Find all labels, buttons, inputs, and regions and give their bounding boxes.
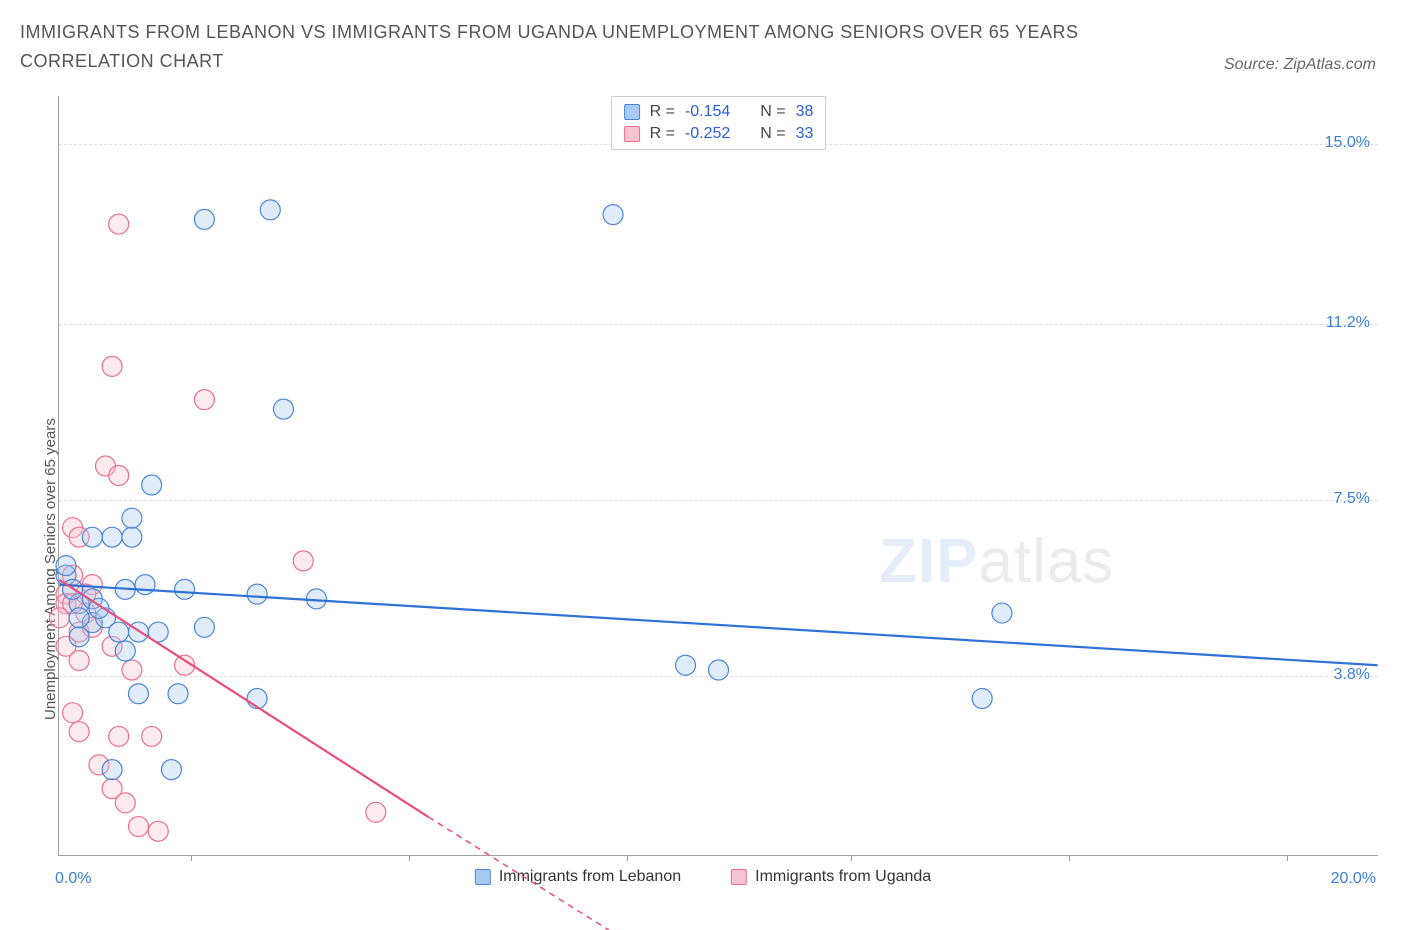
x-axis-min-label: 0.0% bbox=[55, 870, 91, 888]
n-label: N = bbox=[760, 103, 785, 121]
scatter-point bbox=[161, 760, 181, 780]
scatter-point bbox=[115, 793, 135, 813]
scatter-point bbox=[122, 527, 142, 547]
scatter-point bbox=[194, 209, 214, 229]
x-tick bbox=[409, 855, 410, 861]
scatter-point bbox=[273, 399, 293, 419]
stats-row-lebanon: R = -0.154 N = 38 bbox=[624, 101, 814, 123]
legend-label-uganda: Immigrants from Uganda bbox=[755, 868, 931, 886]
scatter-point bbox=[109, 214, 129, 234]
scatter-point bbox=[293, 551, 313, 571]
scatter-point bbox=[128, 817, 148, 837]
scatter-point bbox=[135, 575, 155, 595]
r-value-lebanon: -0.154 bbox=[685, 103, 730, 121]
n-label: N = bbox=[760, 125, 785, 143]
bottom-legend: Immigrants from Lebanon Immigrants from … bbox=[475, 868, 931, 886]
x-tick bbox=[1069, 855, 1070, 861]
legend-item-uganda: Immigrants from Uganda bbox=[731, 868, 931, 886]
x-tick bbox=[1287, 855, 1288, 861]
scatter-point bbox=[82, 527, 102, 547]
scatter-point bbox=[142, 475, 162, 495]
stats-row-uganda: R = -0.252 N = 33 bbox=[624, 123, 814, 145]
r-label: R = bbox=[650, 125, 675, 143]
scatter-point bbox=[972, 688, 992, 708]
scatter-point bbox=[992, 603, 1012, 623]
scatter-point bbox=[168, 684, 188, 704]
swatch-lebanon bbox=[624, 104, 640, 120]
scatter-point bbox=[142, 726, 162, 746]
scatter-point bbox=[109, 726, 129, 746]
scatter-point bbox=[676, 655, 696, 675]
scatter-point bbox=[366, 802, 386, 822]
scatter-point bbox=[603, 205, 623, 225]
n-value-lebanon: 38 bbox=[796, 103, 814, 121]
stats-legend: R = -0.154 N = 38 R = -0.252 N = 33 bbox=[611, 96, 827, 150]
plot-area: ZIPatlas R = -0.154 N = 38 R = -0.252 N … bbox=[58, 96, 1378, 856]
scatter-point bbox=[247, 688, 267, 708]
swatch-uganda bbox=[624, 126, 640, 142]
x-axis-max-label: 20.0% bbox=[1331, 870, 1376, 888]
scatter-point bbox=[69, 651, 89, 671]
scatter-point bbox=[709, 660, 729, 680]
scatter-point bbox=[69, 722, 89, 742]
scatter-point bbox=[102, 527, 122, 547]
scatter-point bbox=[260, 200, 280, 220]
scatter-point bbox=[175, 579, 195, 599]
scatter-point bbox=[69, 627, 89, 647]
scatter-point bbox=[122, 508, 142, 528]
scatter-point bbox=[109, 466, 129, 486]
legend-item-lebanon: Immigrants from Lebanon bbox=[475, 868, 681, 886]
r-label: R = bbox=[650, 103, 675, 121]
scatter-point bbox=[128, 684, 148, 704]
scatter-point bbox=[247, 584, 267, 604]
n-value-uganda: 33 bbox=[796, 125, 814, 143]
scatter-point bbox=[56, 556, 76, 576]
scatter-point bbox=[109, 622, 129, 642]
scatter-point bbox=[49, 608, 69, 628]
scatter-point bbox=[148, 821, 168, 841]
source-attribution: Source: ZipAtlas.com bbox=[1224, 56, 1376, 74]
scatter-point bbox=[115, 641, 135, 661]
scatter-point bbox=[102, 356, 122, 376]
legend-label-lebanon: Immigrants from Lebanon bbox=[499, 868, 681, 886]
legend-swatch-uganda bbox=[731, 869, 747, 885]
scatter-point bbox=[194, 617, 214, 637]
x-tick bbox=[851, 855, 852, 861]
chart-title: IMMIGRANTS FROM LEBANON VS IMMIGRANTS FR… bbox=[20, 18, 1120, 76]
plot-svg bbox=[59, 96, 1378, 855]
x-tick bbox=[191, 855, 192, 861]
scatter-point bbox=[69, 608, 89, 628]
scatter-point bbox=[102, 760, 122, 780]
r-value-uganda: -0.252 bbox=[685, 125, 730, 143]
trend-line bbox=[59, 585, 1377, 666]
scatter-point bbox=[194, 390, 214, 410]
legend-swatch-lebanon bbox=[475, 869, 491, 885]
scatter-point bbox=[63, 703, 83, 723]
x-tick bbox=[627, 855, 628, 861]
scatter-point bbox=[122, 660, 142, 680]
